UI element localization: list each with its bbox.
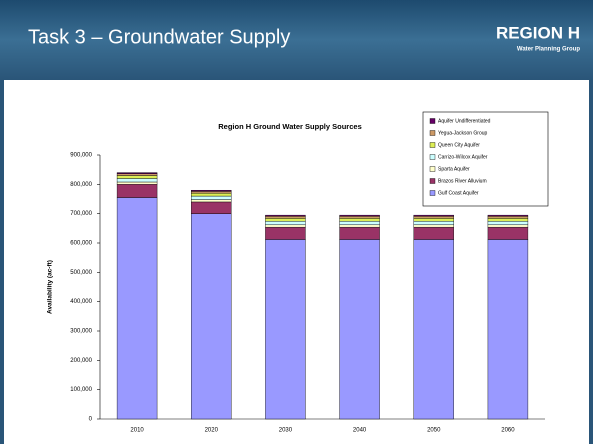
bar-segment <box>116 172 158 174</box>
chart-title: Region H Ground Water Supply Sources <box>218 122 362 131</box>
logo-subtitle: Water Planning Group <box>517 47 580 53</box>
bar-segment <box>116 178 158 183</box>
bar-segment <box>265 239 306 420</box>
bar-segment <box>413 216 454 219</box>
bar-segment <box>339 239 380 420</box>
bar-segment <box>487 239 529 420</box>
header-band <box>0 0 593 80</box>
bar-segment <box>487 221 529 226</box>
legend-swatch <box>429 118 436 124</box>
bar-segment <box>191 191 232 194</box>
x-tick-label: 2010 <box>130 428 144 434</box>
x-tick-label: 2020 <box>205 428 219 434</box>
y-tick-label: 900,000 <box>70 153 92 159</box>
bar-segment <box>191 195 232 200</box>
x-tick-label: 2030 <box>279 428 293 434</box>
logo: REGION H <box>496 23 580 42</box>
bar-segment <box>191 199 232 203</box>
bar-segment <box>116 197 158 420</box>
bar-segment <box>116 184 158 198</box>
legend-label: Carrizo-Wilcox Aquifer <box>438 154 488 160</box>
legend-label: Sparta Aquifer <box>438 166 470 172</box>
bar-segment <box>191 201 232 214</box>
y-axis-label: Availability (ac-ft) <box>47 260 54 314</box>
x-tick-label: 2040 <box>353 428 367 434</box>
bar-segment <box>339 218 380 222</box>
legend-swatch <box>429 178 436 184</box>
legend-label: Aquifer Undifferentiated <box>438 118 491 124</box>
slide-title: Task 3 – Groundwater Supply <box>28 26 290 48</box>
bar-segment <box>413 221 454 226</box>
bar-segment <box>265 214 306 217</box>
bar-segment <box>413 214 454 217</box>
y-tick-label: 800,000 <box>70 182 92 188</box>
y-tick-label: 700,000 <box>70 211 92 217</box>
y-tick-label: 200,000 <box>70 358 92 364</box>
bar-segment <box>116 175 158 179</box>
bar-segment <box>487 226 529 240</box>
bar-segment <box>265 218 306 222</box>
y-tick-label: 500,000 <box>70 270 92 276</box>
bar-segment <box>413 226 454 240</box>
frame-right <box>589 80 593 444</box>
bar-segment <box>487 224 529 228</box>
legend-swatch <box>429 142 436 148</box>
legend-label: Queen City Aquifer <box>438 142 480 148</box>
y-tick-label: 600,000 <box>70 241 92 247</box>
bar-segment <box>339 214 380 217</box>
y-tick-label: 0 <box>89 417 93 423</box>
y-tick-label: 400,000 <box>70 299 92 305</box>
legend-label: Gulf Coast Aquifer <box>438 190 479 196</box>
bar-segment <box>487 214 529 217</box>
x-tick-label: 2050 <box>427 428 441 434</box>
bar-segment <box>413 239 454 420</box>
bar-segment <box>487 216 529 219</box>
bar-segment <box>487 218 529 222</box>
y-tick-label: 300,000 <box>70 329 92 335</box>
bar-segment <box>339 224 380 228</box>
x-tick-label: 2060 <box>501 428 515 434</box>
legend-box <box>422 111 549 207</box>
legend-swatch <box>429 154 436 160</box>
bar-segment <box>265 216 306 219</box>
legend-label: Yegua-Jackson Group <box>438 130 488 136</box>
bar-segment <box>265 221 306 226</box>
bar-segment <box>191 189 232 192</box>
bar-segment <box>191 213 232 420</box>
bar-segment <box>116 173 158 176</box>
frame-left <box>0 80 4 444</box>
bar-segment <box>339 216 380 219</box>
legend-swatch <box>429 166 436 172</box>
bar-segment <box>339 221 380 226</box>
bar-segment <box>191 192 232 197</box>
legend-swatch <box>429 130 436 136</box>
bar-segment <box>265 224 306 228</box>
bar-segment <box>339 226 380 240</box>
bar-segment <box>265 226 306 240</box>
legend-label: Brazos River Alluvium <box>438 178 487 184</box>
bar-segment <box>413 218 454 222</box>
y-tick-label: 100,000 <box>70 387 92 393</box>
bar-segment <box>116 181 158 185</box>
bar-segment <box>413 224 454 228</box>
legend-swatch <box>429 190 436 196</box>
